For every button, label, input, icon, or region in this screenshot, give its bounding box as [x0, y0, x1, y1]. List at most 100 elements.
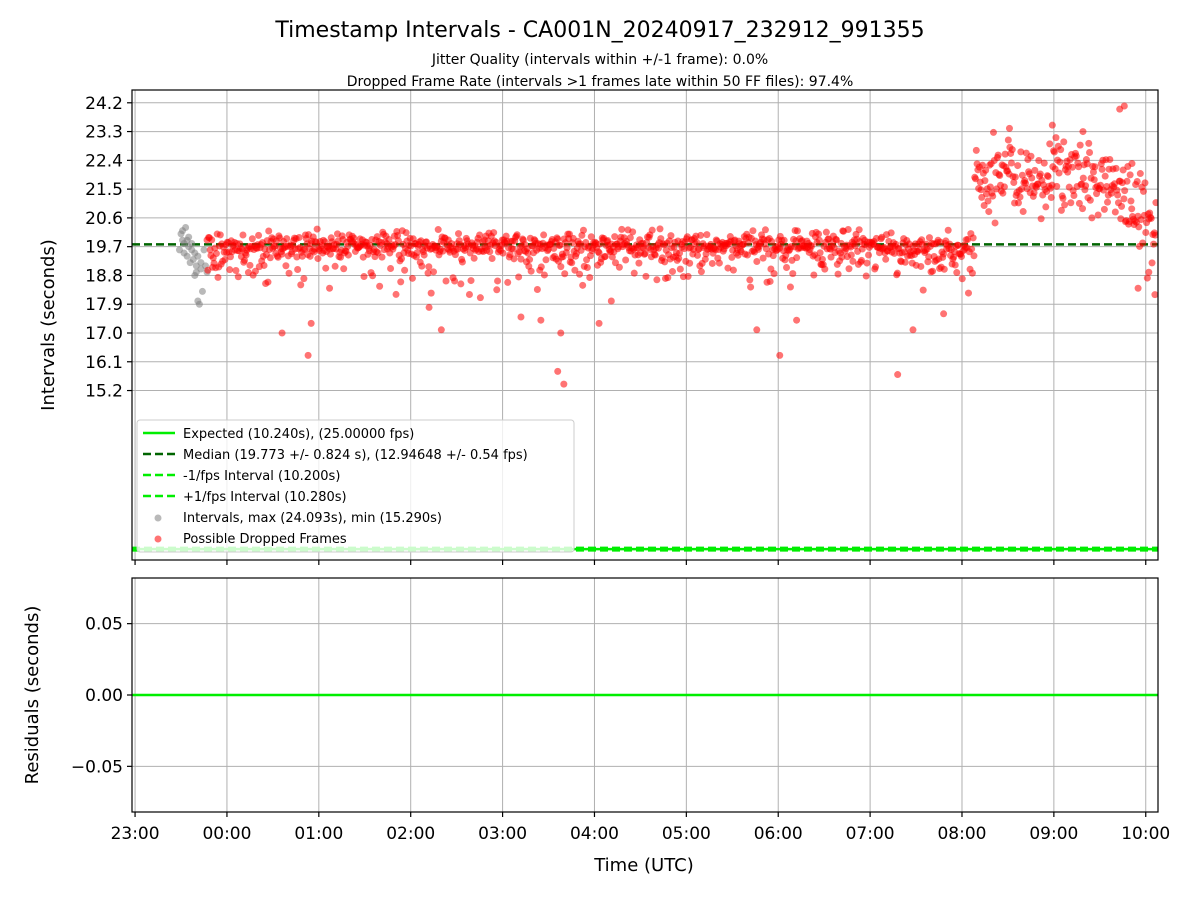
- legend-dropped-swatch: [154, 535, 162, 543]
- dropped-frame-point: [970, 252, 978, 260]
- dropped-frame-point: [387, 265, 395, 273]
- dropped-frame-point: [653, 276, 661, 284]
- dropped-frame-point: [314, 255, 322, 263]
- dropped-frame-point: [1027, 152, 1035, 160]
- legend: Expected (10.240s), (25.00000 fps) Media…: [136, 419, 575, 553]
- dropped-frame-point: [858, 256, 866, 264]
- dropped-frame-point: [369, 272, 377, 280]
- dropped-frame-point: [510, 255, 518, 263]
- dropped-frame-point: [418, 262, 426, 270]
- dropped-frame-point: [761, 226, 769, 234]
- dropped-frame-point: [981, 177, 989, 185]
- dropped-frame-point: [579, 281, 587, 289]
- chart-title: Timestamp Intervals - CA001N_20240917_23…: [274, 18, 924, 43]
- dropped-frame-point: [1010, 179, 1018, 187]
- dropped-frame-point: [1011, 173, 1019, 181]
- dropped-frame-point: [729, 266, 737, 274]
- dropped-frame-point: [635, 259, 643, 267]
- chart-subtitle-jitter: Jitter Quality (intervals within +/-1 fr…: [431, 52, 768, 68]
- dropped-frame-point: [1091, 163, 1099, 171]
- dropped-frame-point: [251, 267, 259, 275]
- dropped-frame-point: [476, 231, 484, 239]
- dropped-frame-point: [458, 258, 466, 266]
- scatter-points: [175, 102, 1158, 388]
- dropped-frame-point: [587, 233, 595, 241]
- legend-intervals-swatch: [154, 514, 162, 522]
- dropped-frame-point: [753, 326, 761, 334]
- dropped-frame-point: [212, 250, 220, 258]
- dropped-frame-point: [810, 271, 818, 279]
- dropped-frame-point: [747, 283, 755, 291]
- dropped-frame-point: [568, 259, 576, 267]
- dropped-frame-point: [298, 252, 306, 260]
- interval-point: [182, 223, 190, 231]
- dropped-frame-point: [1121, 187, 1129, 195]
- intervals-axis-ticks: 15.2 16.1 17.0 17.9 18.8 19.7 20.6 21.5 22.4 23.3…: [85, 94, 1147, 565]
- dropped-frame-point: [989, 192, 997, 200]
- dropped-frame-point: [1112, 164, 1120, 172]
- dropped-frame-point: [1120, 195, 1128, 203]
- dropped-frame-point: [1056, 158, 1064, 166]
- dropped-frame-point: [350, 234, 358, 242]
- dropped-frame-point: [560, 380, 568, 388]
- intervals-y-axis-label: Intervals (seconds): [38, 239, 59, 411]
- dropped-frame-point: [504, 278, 512, 286]
- dropped-frame-point: [815, 236, 823, 244]
- dropped-frame-point: [226, 266, 234, 274]
- dropped-frame-point: [953, 269, 961, 277]
- dropped-frame-point: [295, 233, 303, 241]
- dropped-frame-point: [554, 367, 562, 375]
- dropped-frame-point: [455, 230, 463, 238]
- dropped-frame-point: [398, 255, 406, 263]
- dropped-frame-point: [385, 235, 393, 243]
- dropped-frame-point: [1052, 134, 1060, 142]
- dropped-frame-point: [697, 268, 705, 276]
- dropped-frame-point: [550, 244, 558, 252]
- dropped-frame-point: [753, 257, 761, 265]
- dropped-frame-point: [838, 253, 846, 261]
- dropped-frame-point: [708, 259, 716, 267]
- dropped-frame-point: [313, 225, 321, 233]
- dropped-frame-point: [986, 183, 994, 191]
- dropped-frame-point: [1022, 179, 1030, 187]
- interval-point: [198, 287, 206, 295]
- dropped-frame-point: [517, 255, 525, 263]
- dropped-frame-point: [946, 240, 954, 248]
- dropped-frame-point: [563, 244, 571, 252]
- dropped-frame-point: [394, 231, 402, 239]
- interval-point: [188, 239, 196, 247]
- dropped-frame-point: [255, 231, 263, 239]
- dropped-frame-point: [1148, 259, 1156, 267]
- dropped-frame-point: [1079, 174, 1087, 182]
- dropped-frame-point: [392, 290, 400, 298]
- dropped-frame-point: [1090, 176, 1098, 184]
- dropped-frame-point: [1123, 177, 1131, 185]
- dropped-frame-point: [527, 267, 535, 275]
- dropped-frame-point: [1047, 194, 1055, 202]
- dropped-frame-point: [307, 319, 315, 327]
- dropped-frame-point: [1094, 211, 1102, 219]
- dropped-frame-point: [524, 249, 532, 257]
- x-tick-label: 08:00: [937, 824, 986, 844]
- dropped-frame-point: [676, 265, 684, 273]
- dropped-frame-point: [513, 231, 521, 239]
- dropped-frame-point: [408, 274, 416, 282]
- dropped-frame-point: [494, 277, 502, 285]
- dropped-frame-point: [661, 258, 669, 266]
- dropped-frame-point: [413, 249, 421, 257]
- legend-median-label: Median (19.773 +/- 0.824 s), (12.94648 +…: [183, 448, 528, 463]
- x-tick-label: 06:00: [754, 824, 803, 844]
- dropped-frame-point: [1037, 215, 1045, 223]
- dropped-frame-point: [728, 253, 736, 261]
- dropped-frame-point: [675, 254, 683, 262]
- y-tick-label: 22.4: [85, 151, 123, 171]
- dropped-frame-point: [1070, 191, 1078, 199]
- dropped-frame-point: [894, 371, 902, 379]
- dropped-frame-point: [557, 329, 565, 337]
- x-tick-label: 23:00: [111, 824, 160, 844]
- interval-point: [194, 252, 202, 260]
- dropped-frame-point: [622, 256, 630, 264]
- x-tick-label: 05:00: [662, 824, 711, 844]
- dropped-frame-point: [979, 161, 987, 169]
- dropped-frame-point: [488, 254, 496, 262]
